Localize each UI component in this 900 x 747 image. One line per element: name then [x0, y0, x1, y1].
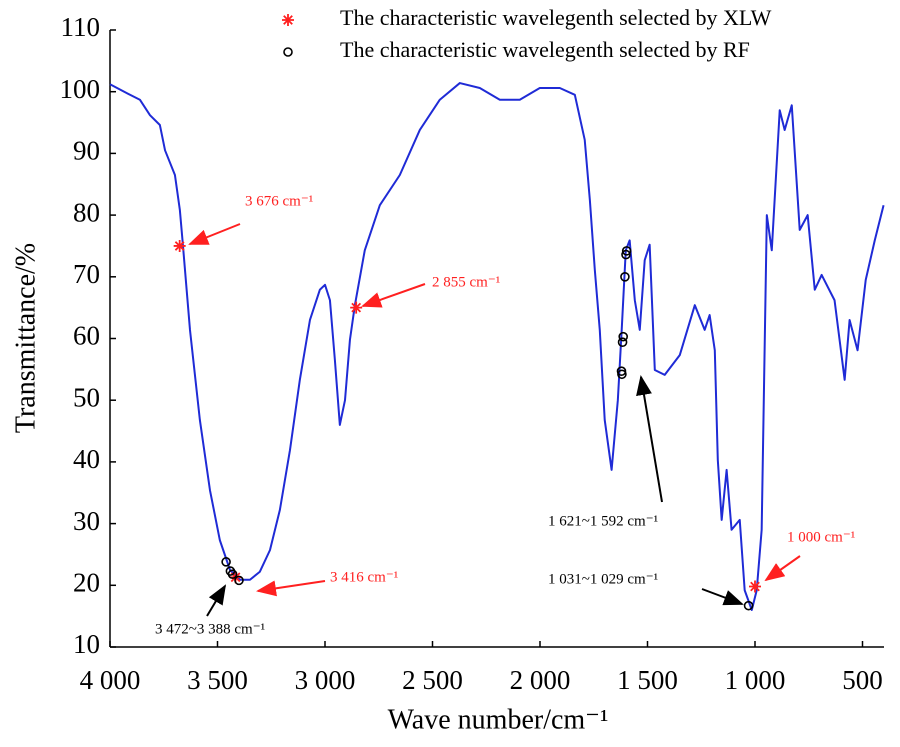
annotation-arrow	[636, 375, 663, 503]
legend-marker	[283, 47, 293, 57]
annotation-label: 1 031~1 029 cm⁻¹	[548, 571, 658, 587]
data-marker	[350, 301, 363, 314]
legend-marker	[282, 14, 294, 26]
annotation-arrow	[764, 555, 801, 582]
annotation-label: 1 000 cm⁻¹	[787, 529, 855, 545]
y-tick-label: 60	[73, 321, 100, 351]
x-tick-label: 2 000	[510, 665, 571, 695]
y-tick-label: 30	[73, 506, 100, 536]
data-marker	[620, 271, 630, 282]
annotation-label: 3 472~3 388 cm⁻¹	[155, 621, 265, 637]
y-tick-label: 100	[60, 74, 101, 104]
x-tick-label: 2 500	[402, 665, 463, 695]
x-tick-label: 3 500	[187, 665, 248, 695]
data-marker	[618, 331, 629, 342]
data-marker	[621, 249, 631, 260]
data-marker	[621, 246, 632, 256]
annotation-label: 3 676 cm⁻¹	[245, 193, 313, 209]
y-tick-label: 110	[61, 12, 101, 42]
y-tick-label: 10	[73, 629, 100, 659]
x-tick-label: 1 500	[617, 665, 678, 695]
x-axis-label: Wave number/cm⁻¹	[388, 704, 609, 735]
annotation-label: 2 855 cm⁻¹	[432, 274, 500, 290]
annotation-arrow	[701, 588, 744, 606]
data-marker	[173, 239, 186, 252]
annotation-arrow	[206, 584, 227, 617]
y-tick-label: 20	[73, 568, 100, 598]
annotation-label: 1 621~1 592 cm⁻¹	[548, 513, 658, 529]
data-marker	[743, 600, 754, 611]
y-tick-label: 90	[73, 136, 100, 166]
data-marker	[221, 557, 231, 567]
annotation-arrow	[256, 580, 326, 597]
y-tick-label: 80	[73, 197, 100, 227]
y-tick-label: 40	[73, 444, 100, 474]
y-axis-label: Transmittance/%	[10, 243, 41, 433]
data-marker	[617, 337, 628, 348]
x-tick-label: 4 000	[80, 665, 141, 695]
x-tick-label: 500	[842, 665, 883, 695]
data-marker	[749, 580, 761, 593]
x-tick-label: 1 000	[725, 665, 786, 695]
data-marker	[227, 569, 238, 579]
spectrum-line	[109, 82, 885, 611]
annotation-arrow	[188, 223, 241, 245]
x-tick-label: 3 000	[295, 665, 356, 695]
y-tick-label: 70	[73, 259, 100, 289]
legend-label: The characteristic wavelegenth selected …	[340, 37, 750, 62]
annotation-arrow	[361, 283, 426, 308]
annotation-label: 3 416 cm⁻¹	[330, 569, 398, 585]
y-tick-label: 50	[73, 382, 100, 412]
data-marker	[617, 369, 627, 380]
data-marker	[234, 575, 244, 586]
legend-label: The characteristic wavelegenth selected …	[340, 5, 772, 30]
